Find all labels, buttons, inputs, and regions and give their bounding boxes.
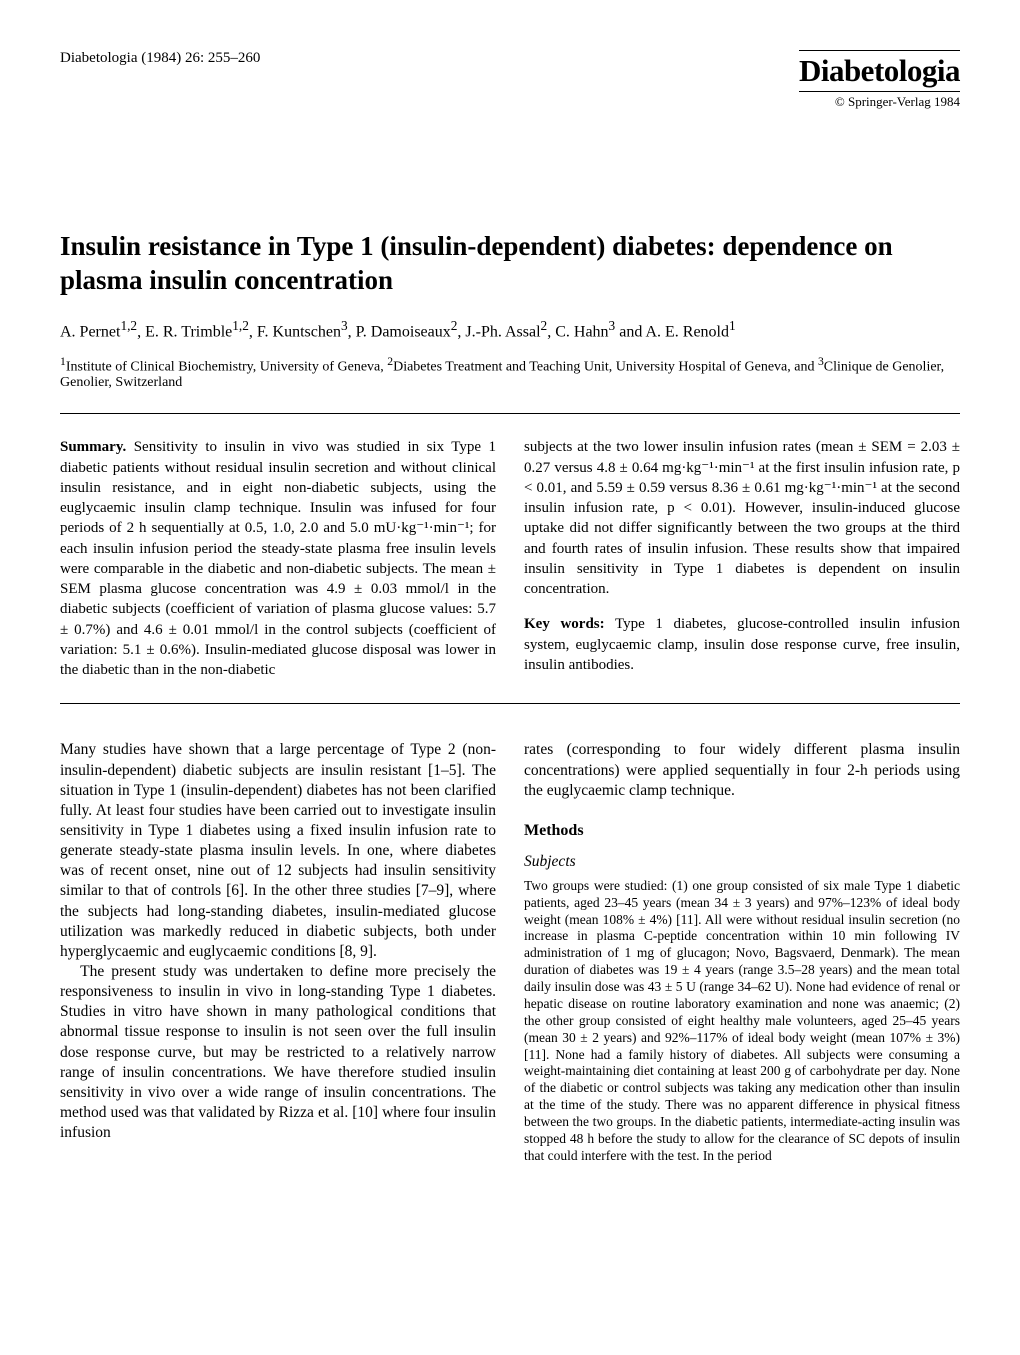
article-title: Insulin resistance in Type 1 (insulin-de…	[60, 230, 960, 298]
header-row: Diabetologia (1984) 26: 255–260 Diabetol…	[60, 50, 960, 110]
rule-bottom	[60, 703, 960, 704]
journal-reference: Diabetologia (1984) 26: 255–260	[60, 50, 260, 67]
methods-heading: Methods	[524, 821, 960, 842]
body-right-p1: rates (corresponding to four widely diff…	[524, 740, 960, 800]
body-left-p2: The present study was undertaken to defi…	[60, 962, 496, 1143]
page: Diabetologia (1984) 26: 255–260 Diabetol…	[0, 0, 1020, 1205]
affiliations: 1Institute of Clinical Biochemistry, Uni…	[60, 355, 960, 392]
rule-top	[60, 413, 960, 414]
body-left-p1: Many studies have shown that a large per…	[60, 740, 496, 962]
subjects-text: Two groups were studied: (1) one group c…	[524, 878, 960, 1165]
body-right-col: rates (corresponding to four widely diff…	[524, 740, 960, 1164]
journal-logo-block: Diabetologia © Springer-Verlag 1984	[799, 50, 960, 110]
abstract-right-col: subjects at the two lower insulin infusi…	[524, 422, 960, 695]
copyright: © Springer-Verlag 1984	[799, 92, 960, 110]
abstract-left-col: Summary. Sensitivity to insulin in vivo …	[60, 422, 496, 695]
summary-label: Summary.	[60, 439, 126, 455]
abstract-right-text-1: subjects at the two lower insulin infusi…	[524, 437, 960, 599]
body-left-col: Many studies have shown that a large per…	[60, 740, 496, 1164]
abstract-left-text: Sensitivity to insulin in vivo was studi…	[60, 439, 496, 678]
journal-logo: Diabetologia	[799, 51, 960, 92]
subjects-heading: Subjects	[524, 852, 960, 872]
keywords-label: Key words:	[524, 616, 605, 632]
authors: A. Pernet1,2, E. R. Trimble1,2, F. Kunts…	[60, 318, 960, 341]
body: Many studies have shown that a large per…	[60, 740, 960, 1164]
abstract: Summary. Sensitivity to insulin in vivo …	[60, 422, 960, 695]
